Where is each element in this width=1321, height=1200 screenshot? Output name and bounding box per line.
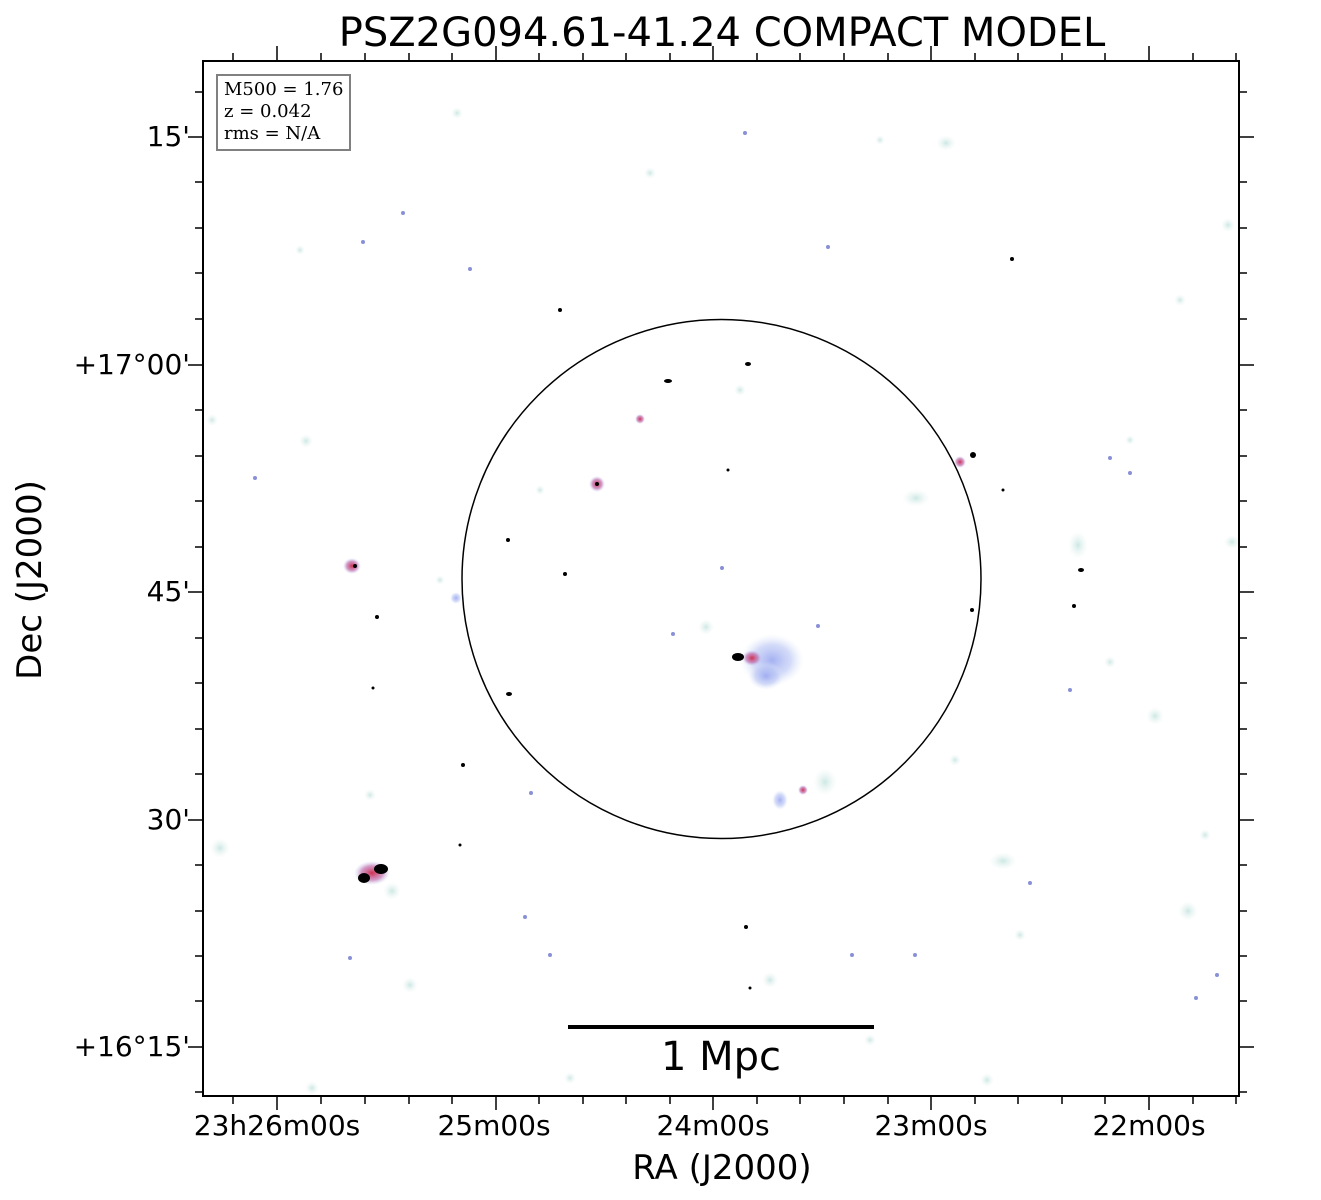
y-tick-label: +16°15'	[73, 1030, 190, 1063]
axis-ticks	[188, 46, 1254, 1110]
sky-image-panel	[202, 60, 1240, 1097]
x-tick-label: 23m00s	[874, 1109, 988, 1142]
y-axis-label: Dec (J2000)	[10, 480, 50, 680]
faint-sources	[253, 131, 1219, 1000]
compact-sources	[343, 414, 966, 885]
scale-bar	[568, 1025, 874, 1029]
y-tick-label: 15'	[146, 120, 190, 153]
redshift-label: z = 0.042	[224, 101, 312, 122]
x-axis-label: RA (J2000)	[632, 1148, 812, 1188]
cluster-info-box: M500 = 1.76 z = 0.042 rms = N/A	[216, 74, 352, 151]
x-tick-label: 23h26m00s	[193, 1109, 361, 1142]
y-tick-label: +17°00'	[73, 348, 190, 381]
figure-title: PSZ2G094.61-41.24 COMPACT MODEL	[338, 10, 1106, 56]
rms-label: rms = N/A	[224, 123, 321, 144]
y-tick-label: 30'	[146, 803, 190, 836]
x-tick-label: 22m00s	[1092, 1109, 1206, 1142]
x-tick-label: 24m00s	[656, 1109, 770, 1142]
x-tick-label: 25m00s	[437, 1109, 551, 1142]
noise-blobs	[206, 107, 1238, 1095]
point-sources	[353, 257, 1084, 990]
y-axis-label-wrap: Dec (J2000)	[10, 380, 50, 780]
y-tick-label: 45'	[146, 575, 190, 608]
scale-bar-label: 1 Mpc	[660, 1034, 782, 1080]
emission-layer	[206, 107, 1238, 1095]
r500-circle	[461, 318, 982, 840]
cluster-diffuse-emission	[450, 592, 804, 810]
mass-label: M500 = 1.76	[224, 79, 344, 100]
